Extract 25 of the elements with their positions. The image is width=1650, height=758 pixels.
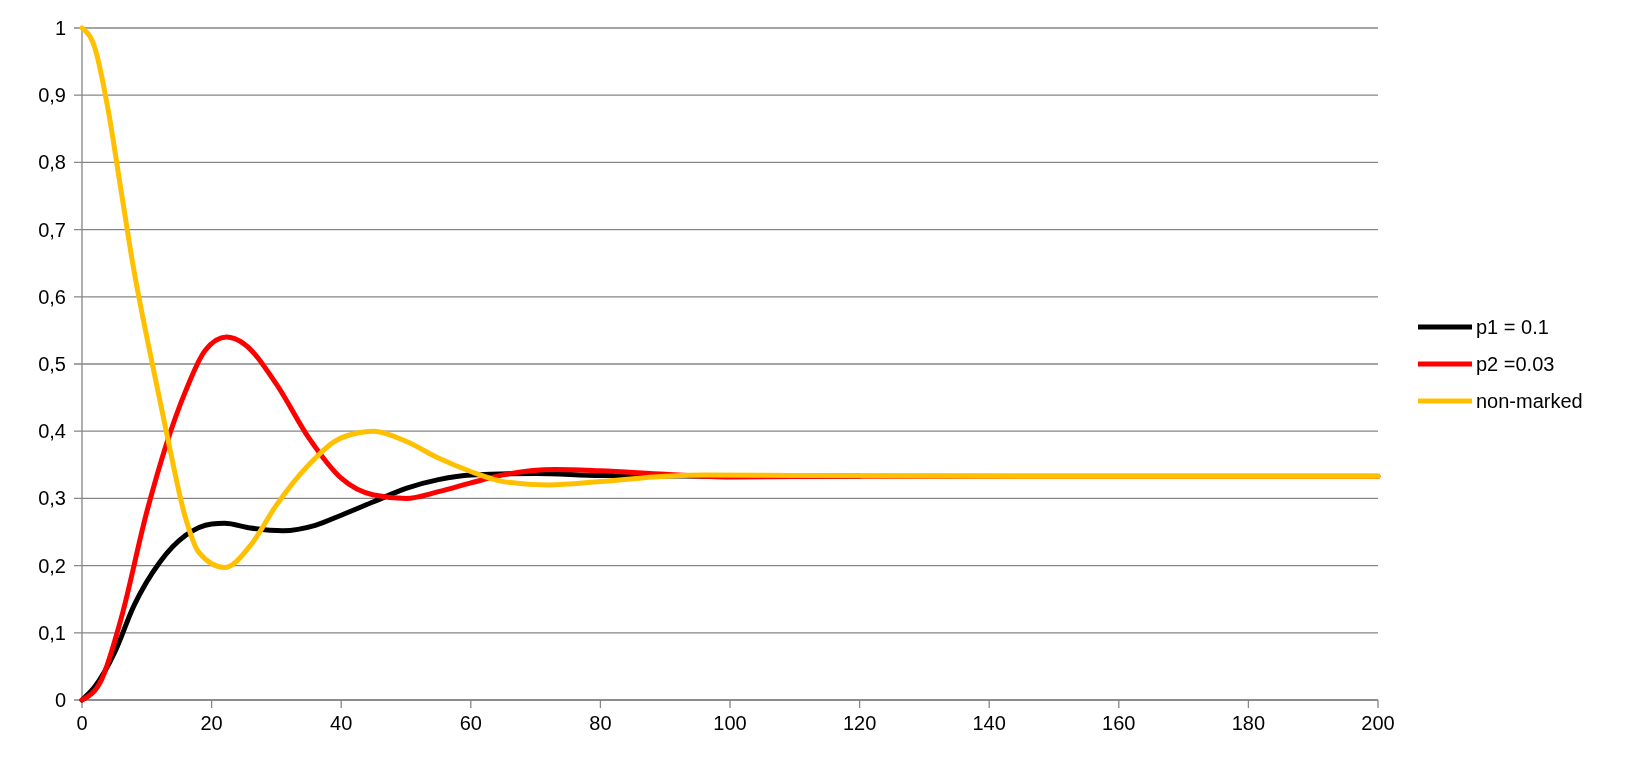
- x-tick-label: 20: [200, 712, 223, 734]
- legend-label: non-marked: [1476, 390, 1583, 412]
- y-tick-label: 0,7: [38, 218, 66, 241]
- legend-label: p1 = 0.1: [1476, 316, 1549, 338]
- y-tick-label: 0,9: [38, 84, 66, 107]
- y-tick-label: 0,1: [38, 621, 66, 644]
- x-tick-label: 0: [76, 712, 88, 734]
- y-tick-label: 0,2: [38, 554, 66, 577]
- x-tick-label: 180: [1231, 712, 1266, 734]
- x-tick-label: 80: [589, 712, 612, 734]
- y-tick-label: 0: [54, 689, 66, 711]
- x-tick-label: 200: [1361, 712, 1395, 734]
- y-tick-label: 1: [54, 17, 66, 39]
- x-tick-label: 160: [1102, 712, 1136, 734]
- x-tick-label: 100: [713, 712, 747, 734]
- x-tick-label: 140: [972, 712, 1006, 734]
- y-tick-label: 0,5: [38, 353, 66, 375]
- y-tick-label: 0,6: [38, 285, 66, 308]
- legend-label: p2 =0.03: [1476, 353, 1555, 375]
- y-tick-label: 0,4: [38, 420, 66, 443]
- x-tick-label: 60: [459, 712, 482, 734]
- x-tick-label: 120: [842, 712, 877, 734]
- x-tick-label: 40: [330, 712, 353, 734]
- y-tick-label: 0,8: [38, 151, 66, 174]
- y-tick-label: 0,3: [38, 487, 66, 510]
